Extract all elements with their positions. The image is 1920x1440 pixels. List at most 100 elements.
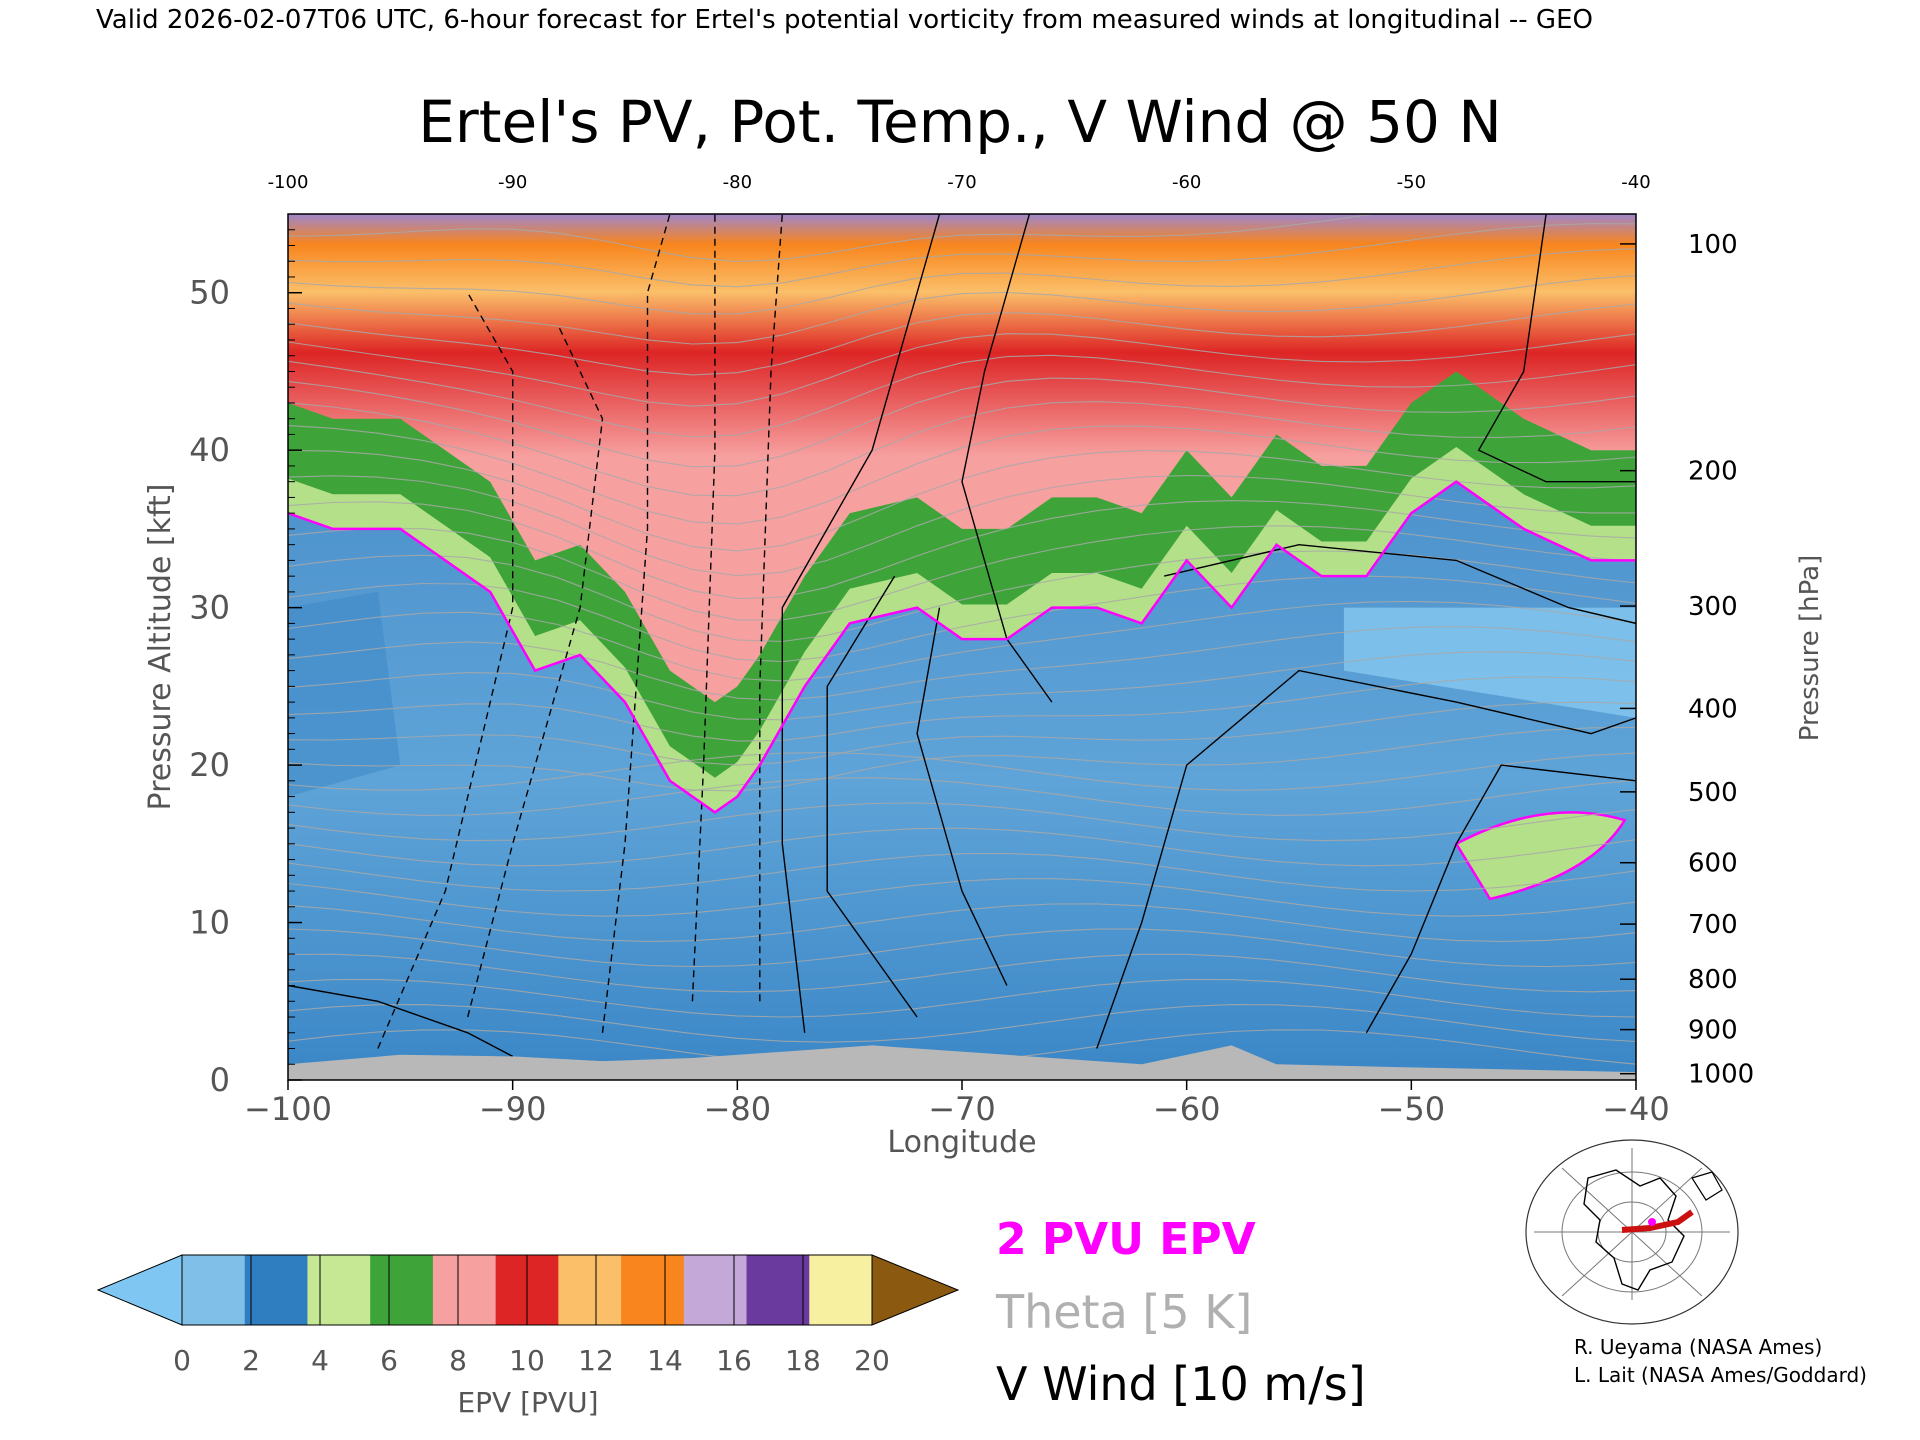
- globe-location-map-icon: [1525, 1139, 1739, 1325]
- v-wind-contours: [288, 214, 1636, 1058]
- theta-contour-line: [288, 626, 1636, 701]
- v-wind-contour-line: [1477, 214, 1636, 483]
- colorbar-tick-label: 6: [380, 1344, 398, 1377]
- credit-lait: L. Lait (NASA Ames/Goddard): [1574, 1363, 1867, 1387]
- pressure-tick-label: 400: [1688, 694, 1738, 724]
- colorbar-segment: [746, 1255, 810, 1325]
- colorbar-tick-label: 2: [242, 1344, 260, 1377]
- v-wind-contour-line: [377, 292, 514, 1049]
- pressure-tick-label: 600: [1688, 849, 1738, 879]
- y-tick-label: 10: [189, 904, 230, 942]
- v-wind-contour-line: [961, 214, 1053, 703]
- theta-contour-line: [288, 1004, 1636, 1043]
- pressure-tick-label: 500: [1688, 778, 1738, 808]
- colorbar-tick-label: 4: [311, 1344, 329, 1377]
- pv-light-region: [1343, 607, 1636, 718]
- colorbar-tick-label: 14: [647, 1344, 683, 1377]
- colorbar-over-arrow: [871, 1254, 960, 1326]
- theta-contour-line: [288, 651, 1636, 721]
- ground-terrain: [288, 1045, 1636, 1080]
- colorbar-segment: [683, 1255, 748, 1325]
- x-top-tick-label: -80: [723, 172, 752, 193]
- x-top-tick-label: -70: [947, 172, 976, 193]
- v-wind-contour-line: [826, 575, 918, 1018]
- theta-contour-line: [288, 676, 1636, 742]
- x-tick-label: −70: [928, 1090, 996, 1128]
- pressure-axis-label: Pressure [hPa]: [1795, 555, 1825, 742]
- x-tick-label: −50: [1378, 1090, 1446, 1128]
- colorbar-tick-label: 12: [578, 1344, 614, 1377]
- colorbar-label: EPV [PVU]: [457, 1386, 598, 1419]
- x-tick-label: −40: [1602, 1090, 1670, 1128]
- colorbar-tick-label: 10: [509, 1344, 545, 1377]
- x-top-tick-label: -60: [1172, 172, 1201, 193]
- colorbar-tick-label: 8: [449, 1344, 467, 1377]
- colorbar-tick-label: 16: [716, 1344, 752, 1377]
- theta-contour-line: [288, 303, 1636, 376]
- theta-contour-line: [288, 903, 1636, 942]
- v-wind-contour-line: [1365, 764, 1636, 1034]
- colorbar-tick-label: 0: [173, 1344, 191, 1377]
- colorbar-segment: [182, 1255, 246, 1325]
- colorbar-under-arrow: [96, 1254, 183, 1326]
- y-tick-label: 20: [189, 746, 230, 784]
- legend-theta: Theta [5 K]: [995, 1285, 1252, 1339]
- theta-contour-line: [288, 802, 1636, 842]
- colorbar: 0 2 4 6 8 10 12 14 16 18 20: [96, 1254, 960, 1377]
- y-axis-label: Pressure Altitude [kft]: [143, 484, 178, 811]
- theta-contour-line: [288, 852, 1636, 892]
- v-wind-contour-line: [916, 607, 1008, 986]
- theta-contour-line: [288, 751, 1636, 791]
- theta-contour-line: [288, 214, 1379, 263]
- pressure-tick-label: 1000: [1688, 1060, 1754, 1090]
- x-top-tick-label: -90: [498, 172, 527, 193]
- theta-contour-line: [288, 928, 1636, 968]
- v-wind-contour-line: [288, 984, 514, 1058]
- legend-vwind: V Wind [10 m/s]: [996, 1357, 1366, 1411]
- x-top-tick-label: -100: [268, 172, 309, 193]
- pv-blue-patches: [288, 591, 1636, 901]
- theta-contour-line: [288, 525, 1636, 621]
- theta-contour-line: [288, 274, 1636, 345]
- v-wind-contour-line: [759, 214, 783, 1002]
- theta-contour-line: [288, 953, 1636, 993]
- legend-2pvu: 2 PVU EPV: [996, 1214, 1256, 1265]
- colorbar-tick-label: 20: [854, 1344, 890, 1377]
- v-wind-contour-line: [1164, 543, 1636, 625]
- legend: 2 PVU EPV Theta [5 K] V Wind [10 m/s]: [995, 1214, 1366, 1411]
- theta-contour-line: [288, 726, 1636, 792]
- y-tick-label: 30: [189, 589, 230, 627]
- pv-dark-region: [288, 591, 401, 797]
- x-top-tick-label: -50: [1397, 172, 1426, 193]
- pressure-axis-ticks: 100 200 300 400 500 600 700 800 900 1000: [1620, 230, 1754, 1090]
- pv-lowlevel-feature: [1454, 811, 1627, 901]
- theta-contour-line: [288, 600, 1636, 682]
- theta-contour-line: [288, 333, 1636, 407]
- pressure-tick-label: 700: [1688, 910, 1738, 940]
- colorbar-segment: [558, 1255, 622, 1325]
- colorbar-tick-label: 18: [785, 1344, 821, 1377]
- pressure-tick-label: 800: [1688, 965, 1738, 995]
- two-pvu-contour: [288, 480, 1636, 814]
- theta-contour-line: [288, 425, 1636, 525]
- v-wind-contour-line: [467, 323, 604, 1018]
- theta-contour-line: [288, 223, 1636, 288]
- x-axis-label: Longitude: [887, 1125, 1036, 1160]
- theta-contour-line: [288, 777, 1636, 816]
- v-wind-contour-line: [601, 214, 671, 1033]
- v-wind-contour-line: [1096, 669, 1636, 1049]
- colorbar-segment: [621, 1255, 685, 1325]
- x-tick-label: −90: [479, 1090, 547, 1128]
- x-tick-label: −100: [244, 1090, 332, 1128]
- colorbar-segment: [307, 1255, 371, 1325]
- troposphere-field: [288, 481, 1636, 1080]
- colorbar-segment: [244, 1255, 308, 1325]
- credit-ueyama: R. Ueyama (NASA Ames): [1574, 1335, 1822, 1359]
- x-top-tick-label: -40: [1621, 172, 1650, 193]
- x-tick-label: −80: [704, 1090, 772, 1128]
- v-wind-contour-line: [781, 214, 941, 1033]
- y-axis-ticks: 0 10 20 30 40 50: [189, 229, 302, 1099]
- x-axis-ticks: −100 −90 −80 −70 −60 −50 −40: [244, 1080, 1670, 1128]
- colorbar-segment: [370, 1255, 434, 1325]
